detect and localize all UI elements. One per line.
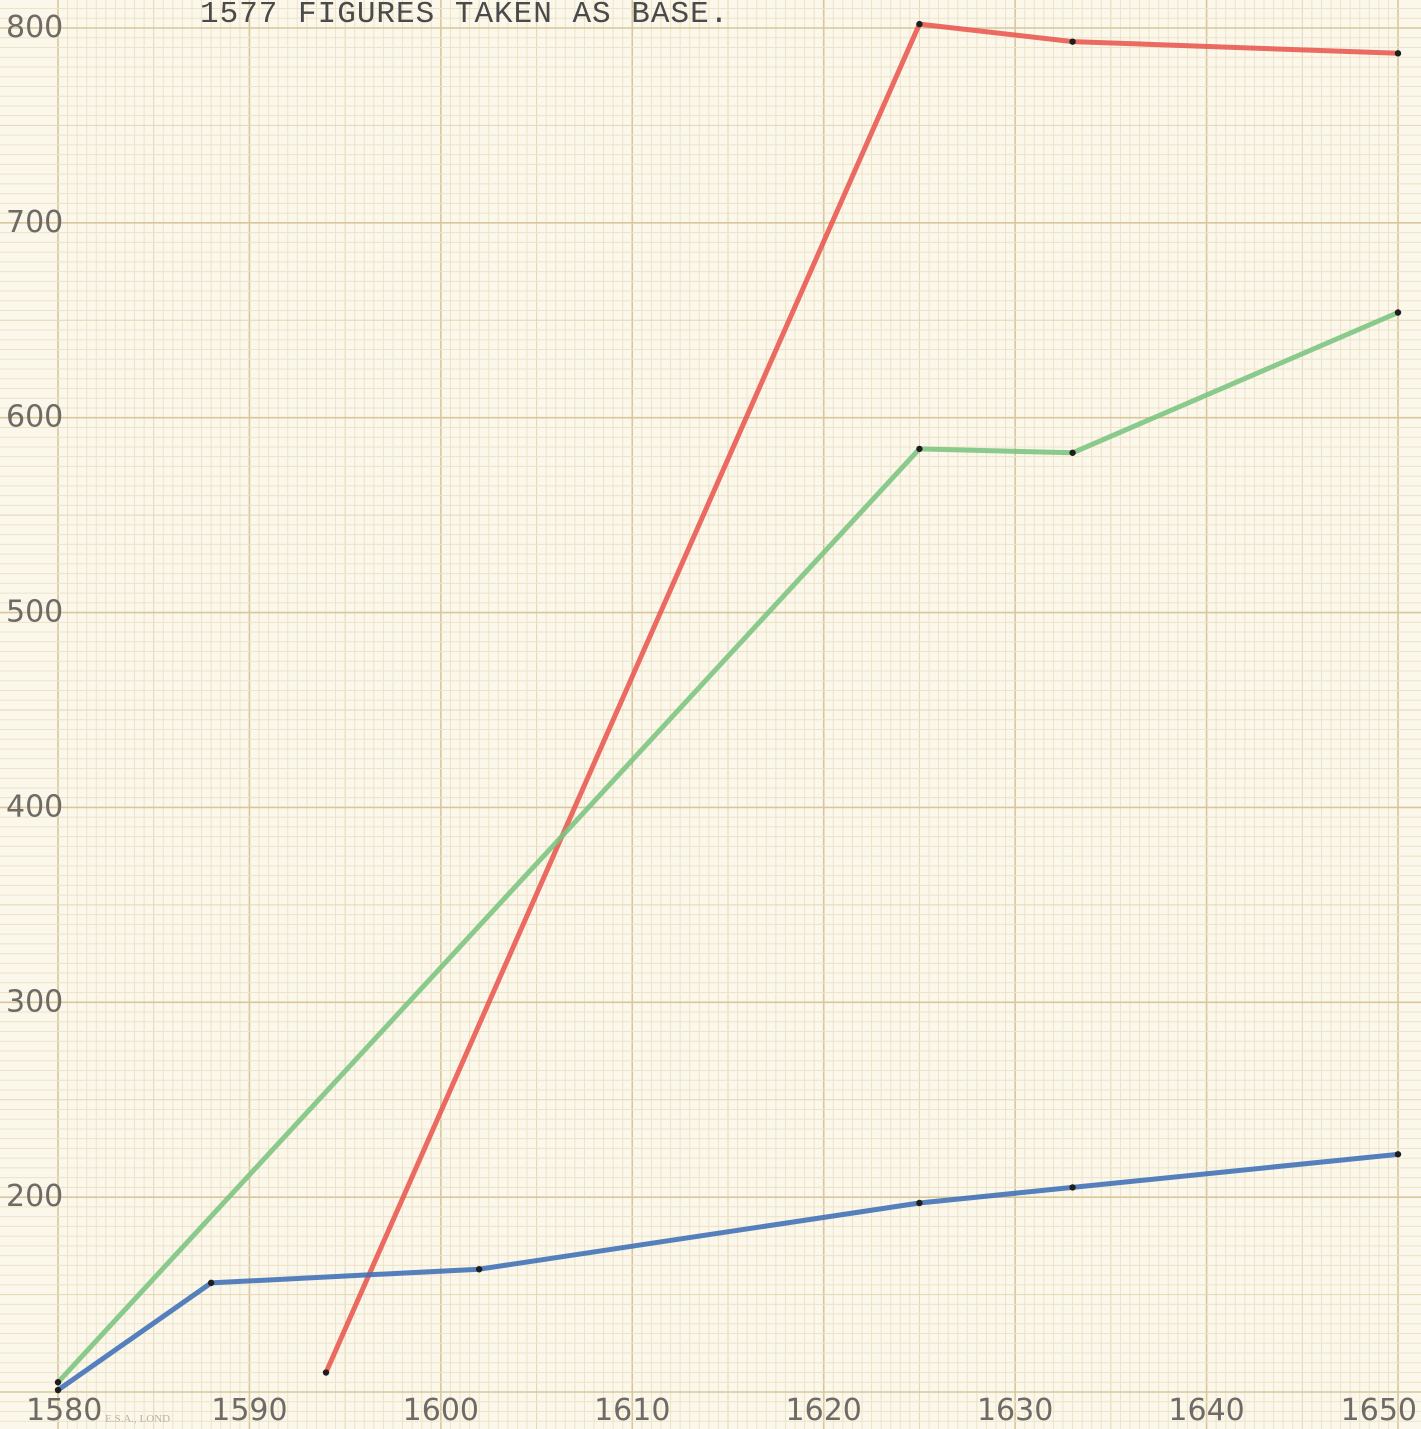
data-point-1-2 [916,20,923,28]
y-tick-label: 400 [6,789,63,824]
data-point-3-2 [207,1279,215,1287]
data-point-3-3 [475,1266,483,1273]
series-line-2 [55,310,1401,1385]
x-tick-label: 1650 [1341,1393,1417,1428]
x-tick-label: 1630 [977,1393,1053,1428]
data-point-2-1 [54,1379,62,1386]
data-point-1-4 [1394,50,1402,57]
data-point-1-1 [322,1369,330,1376]
data-point-3-4 [916,1199,923,1207]
chart-title: 1577 FIGURES TAKEN AS BASE. [200,0,729,32]
x-tick-label: 1620 [786,1393,862,1428]
y-tick-label: 500 [6,595,63,630]
x-tick-label: 1600 [403,1393,479,1428]
x-tick-label: 1640 [1168,1393,1244,1428]
tick-labels: 200 300 400 500 600 700 800 1580 1590 1600 1610 162… [6,10,1417,1428]
y-tick-label: 300 [6,984,63,1019]
y-tick-label: 700 [6,205,63,240]
y-tick-label: 800 [6,10,63,45]
data-point-2-3 [1069,449,1076,456]
data-point-3-6 [1394,1151,1402,1158]
data-point-1-3 [1069,38,1076,45]
series-lines [54,20,1402,1394]
data-point-2-4 [1394,309,1402,316]
x-tick-label: 1610 [594,1393,670,1428]
data-point-3-5 [1069,1184,1076,1191]
series-line-3 [55,1151,1401,1393]
paper-imprint: E.S.A., LOND [105,1413,170,1425]
data-point-2-2 [916,445,923,453]
data-point-3-1 [54,1386,62,1394]
x-tick-label: 1590 [211,1393,287,1428]
y-tick-label: 600 [6,400,63,435]
series-line-1 [323,21,1401,1375]
x-tick-label: 1580 [26,1393,102,1428]
y-tick-label: 200 [6,1179,63,1214]
